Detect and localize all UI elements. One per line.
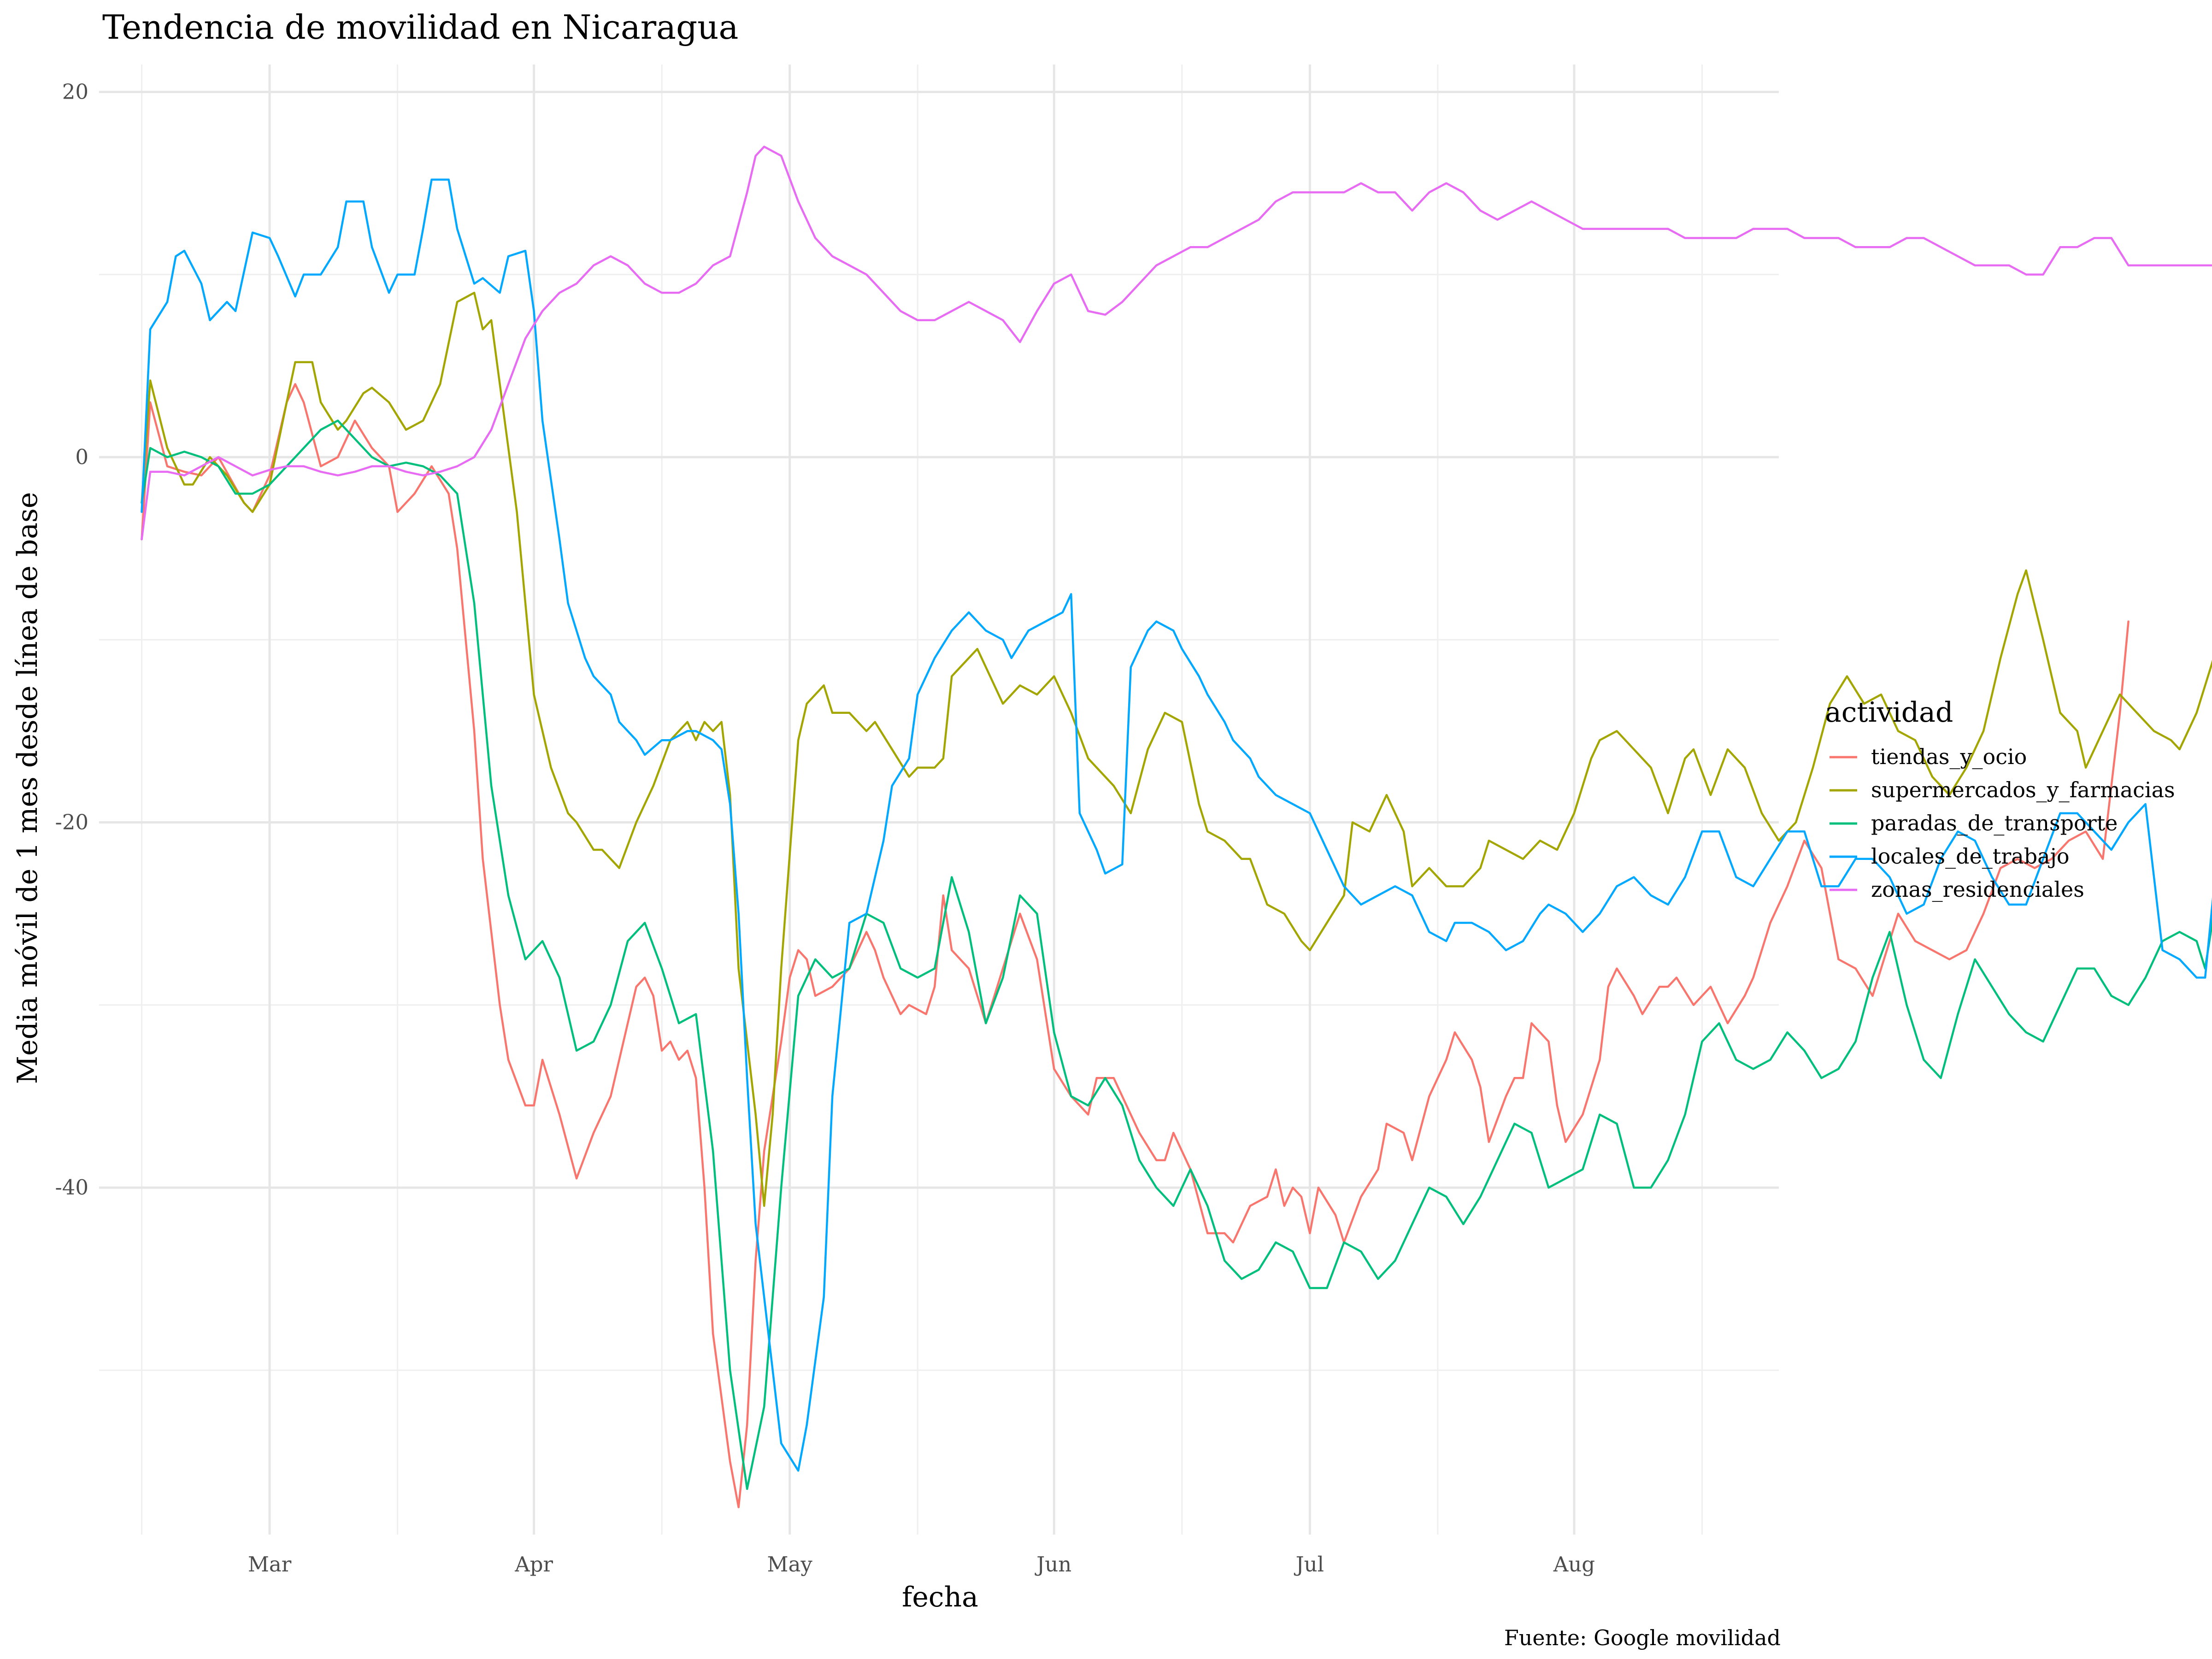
x-tick-label: Mar bbox=[248, 1552, 292, 1577]
y-tick-label: 20 bbox=[62, 79, 88, 104]
legend-label: supermercados_y_farmacias bbox=[1871, 777, 2175, 802]
y-tick-label: -20 bbox=[55, 810, 88, 835]
series-line-zonas_residenciales bbox=[141, 146, 2212, 541]
legend-label: locales_de_trabajo bbox=[1871, 844, 2070, 869]
y-tick-label: 0 bbox=[75, 445, 88, 469]
chart-title: Tendencia de movilidad en Nicaragua bbox=[102, 8, 738, 47]
legend-label: tiendas_y_ocio bbox=[1871, 744, 2027, 769]
source-caption: Fuente: Google movilidad bbox=[1504, 1625, 1781, 1650]
legend-label: paradas_de_transporte bbox=[1871, 811, 2118, 835]
grid bbox=[99, 65, 1779, 1535]
x-tick-label: Jul bbox=[1294, 1552, 1324, 1577]
series-line-locales_de_trabajo bbox=[141, 178, 2212, 1472]
legend-label: zonas_residenciales bbox=[1871, 877, 2084, 902]
y-axis-title: Media móvil de 1 mes desde línea de base bbox=[12, 492, 44, 1084]
x-tick-label: May bbox=[767, 1552, 813, 1577]
y-tick-label: -40 bbox=[55, 1175, 88, 1200]
series-lines bbox=[141, 146, 2212, 1508]
series-line-supermercados_y_farmacias bbox=[141, 292, 2212, 1207]
x-tick-label: Apr bbox=[514, 1552, 553, 1577]
legend: actividad tiendas_y_ocio supermercados_y_… bbox=[1825, 696, 2175, 902]
legend-title: actividad bbox=[1825, 696, 1953, 729]
x-axis-title: fecha bbox=[902, 1581, 978, 1613]
x-tick-label: Jun bbox=[1035, 1552, 1071, 1577]
x-axis-ticks: Mar Apr May Jun Jul Aug bbox=[248, 1552, 1595, 1577]
y-axis-ticks: 20 0 -20 -40 bbox=[55, 79, 88, 1200]
series-line-tiendas_y_ocio bbox=[141, 383, 2130, 1508]
series-line-paradas_de_transporte bbox=[141, 419, 2212, 1490]
x-tick-label: Aug bbox=[1553, 1552, 1595, 1577]
